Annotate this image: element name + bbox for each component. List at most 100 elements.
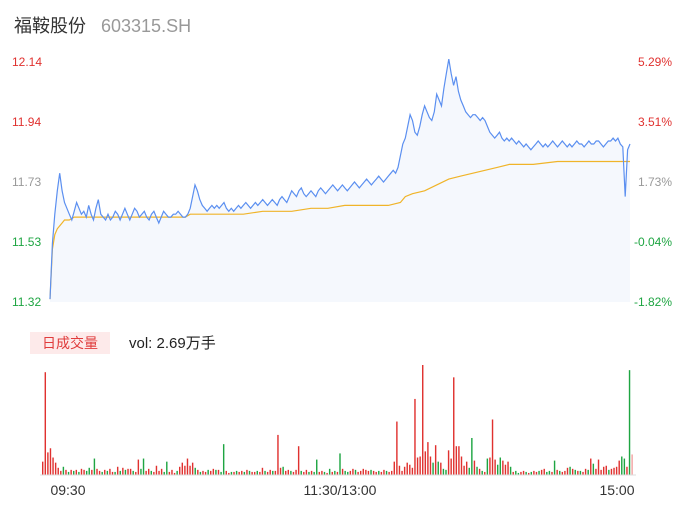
stock-name: 福鞍股份 [14,16,86,36]
volume-bar [540,469,543,475]
volume-bar [310,470,313,475]
volume-bar [463,465,465,475]
volume-bar [362,468,364,475]
volume-bar [60,470,62,475]
price-tick-label: 11.32 [12,295,41,309]
volume-bar [135,471,137,475]
price-tick-label: 11.94 [12,115,41,129]
volume-bar [75,469,78,475]
volume-bar [367,470,370,475]
volume-bar [509,466,512,475]
stock-code: 603315.SH [101,16,191,36]
volume-bar [264,470,266,475]
volume-bar [354,469,357,475]
volume-bar [535,471,538,475]
volume-bar [323,471,326,475]
percent-tick-label: 5.29% [638,55,672,69]
volume-bar [179,466,181,475]
volume-bar [277,434,279,475]
volume-bar [468,467,470,475]
volume-bar [91,469,93,475]
volume-bar [442,468,445,475]
volume-bar [225,470,227,475]
volume-bar [590,458,592,475]
volume-bar [145,470,147,475]
volume-bar [416,457,419,475]
volume-bar [235,470,238,475]
volume-bar [398,465,401,475]
volume-bar [401,470,403,475]
volume-bar [628,370,631,475]
volume-bar [215,469,217,475]
percent-axis-right: 5.29% 3.51% 1.73% -0.04% -1.82% [634,55,672,309]
volume-bar [491,419,494,475]
volume-bar [494,459,496,475]
volume-bar [618,460,620,475]
volume-bar [334,470,336,475]
volume-bar [347,471,349,475]
volume-bar [548,470,551,475]
volume-bar [372,470,375,475]
volume-badge: 日成交量 [42,335,98,351]
volume-bar [349,470,352,475]
volume-bar [132,470,134,475]
volume-bar [155,465,158,475]
volume-bar [160,468,163,475]
volume-bar [111,471,114,475]
volume-bar [98,470,101,475]
volume-bar [359,470,362,475]
volume-bar [181,462,184,475]
volume-bar [569,466,571,475]
volume-bar [608,469,610,475]
volume-bars [42,365,633,475]
volume-bar [316,459,318,475]
price-line [49,58,631,300]
volume-bar [582,471,584,475]
volume-bar [473,460,476,475]
volume-bar [502,460,504,475]
volume-bar [391,470,393,475]
time-axis: 09:30 11:30/13:00 15:00 [50,482,634,498]
volume-bar [427,442,429,475]
volume-bar [357,471,359,475]
volume-bar [512,471,514,475]
volume-bar [341,468,344,475]
volume-bar [300,470,302,475]
volume-bar [88,467,90,475]
volume-bar [533,470,535,475]
volume-bar [584,468,587,475]
volume-bar [559,470,561,475]
volume-bar [137,459,140,475]
volume-bar [321,470,323,475]
volume-bar [496,464,499,475]
volume-bar [393,461,395,475]
volume-bar [626,466,628,475]
volume-bar [460,456,463,475]
volume-bar [471,437,473,475]
volume-bar [331,471,333,475]
volume-bar [339,453,341,475]
volume-bar [378,470,380,475]
volume-bar [261,467,264,475]
volume-bar [597,459,600,475]
volume-bar [83,469,85,475]
volume-bar [49,448,52,475]
volume-bar [194,467,196,475]
volume-bar [396,421,398,475]
volume-bar [80,468,83,475]
volume-bar [54,462,57,475]
volume-bar [432,462,434,475]
price-area-fill [50,59,630,302]
volume-bar [282,466,284,475]
volume-bar [166,461,168,475]
volume-bar [285,470,287,475]
volume-bar [173,472,176,475]
volume-bar [109,468,111,475]
volume-bar [375,471,377,475]
volume-bar [566,467,569,475]
volume-bar [610,468,613,475]
volume-bar [447,450,450,475]
volume-bar [251,471,253,475]
volume-bar [168,471,171,475]
volume-bar [65,469,67,475]
